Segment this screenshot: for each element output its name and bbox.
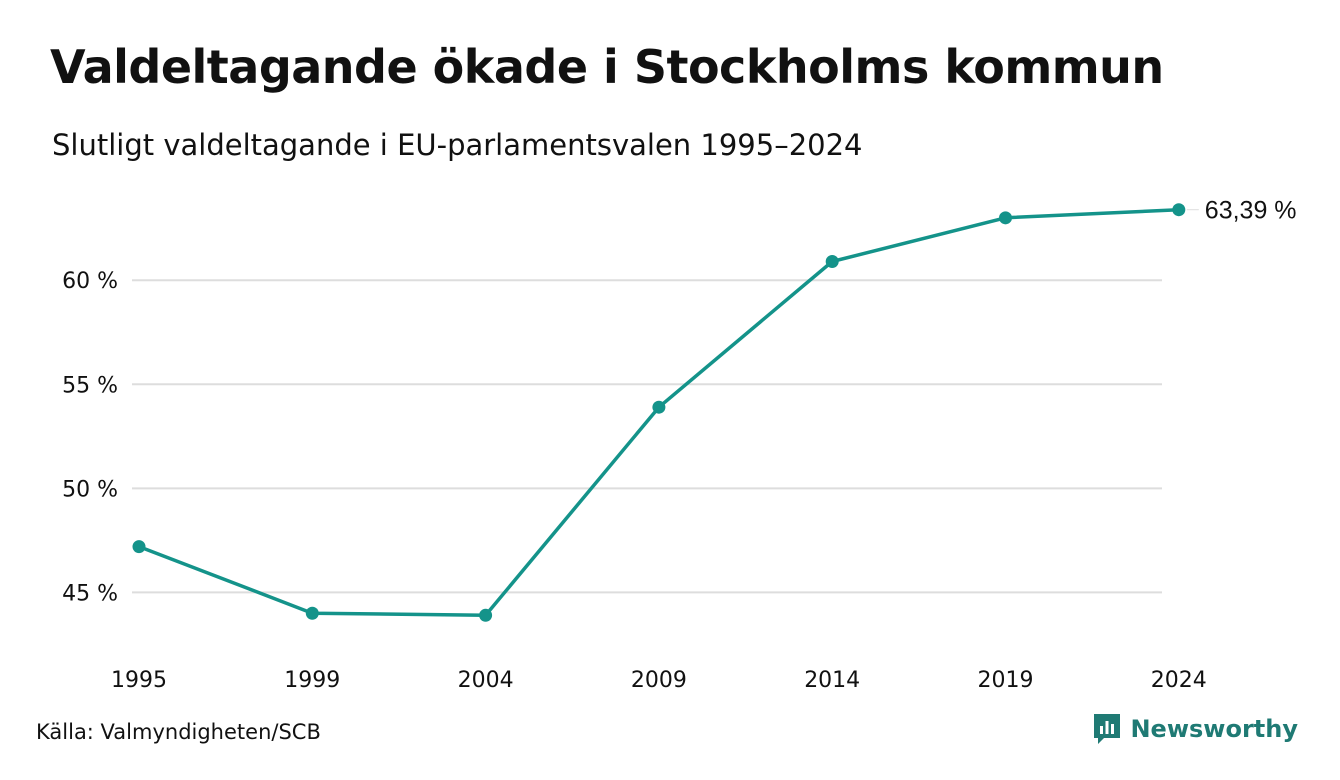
data-point <box>1172 203 1186 217</box>
chart-subtitle: Slutligt valdeltagande i EU-parlamentsva… <box>52 128 863 162</box>
grid-lines <box>132 279 1162 594</box>
chart-title: Valdeltagande ökade i Stockholms kommun <box>50 40 1164 94</box>
data-point <box>132 540 146 554</box>
data-point <box>999 211 1012 225</box>
y-axis-tick-labels: 45 % 50 % 55 % 60 % <box>62 269 118 606</box>
x-axis-tick-labels: 1995 1999 2004 2009 2014 2019 2024 <box>111 668 1207 693</box>
y-tick-label: 50 % <box>62 477 118 502</box>
x-tick-label: 2004 <box>458 668 514 693</box>
x-tick-label: 1999 <box>284 668 340 693</box>
y-tick-label: 45 % <box>62 581 118 606</box>
source-note: Källa: Valmyndigheten/SCB <box>36 720 321 744</box>
x-tick-label: 1995 <box>111 668 167 693</box>
y-tick-label: 55 % <box>62 373 118 398</box>
end-value-label: 63,39 % <box>1205 197 1297 225</box>
x-tick-label: 2009 <box>631 668 687 693</box>
newsworthy-logo-icon <box>1094 714 1121 744</box>
x-tick-label: 2014 <box>804 668 860 693</box>
x-tick-label: 2024 <box>1151 668 1207 693</box>
data-point <box>305 606 319 620</box>
data-point <box>652 400 666 414</box>
y-tick-label: 60 % <box>62 269 118 294</box>
brand-logo: Newsworthy <box>1092 712 1298 746</box>
data-point <box>479 608 493 622</box>
brand-name: Newsworthy <box>1130 715 1298 743</box>
data-points <box>132 203 1186 622</box>
data-point <box>825 255 839 269</box>
x-tick-label: 2019 <box>978 668 1034 693</box>
